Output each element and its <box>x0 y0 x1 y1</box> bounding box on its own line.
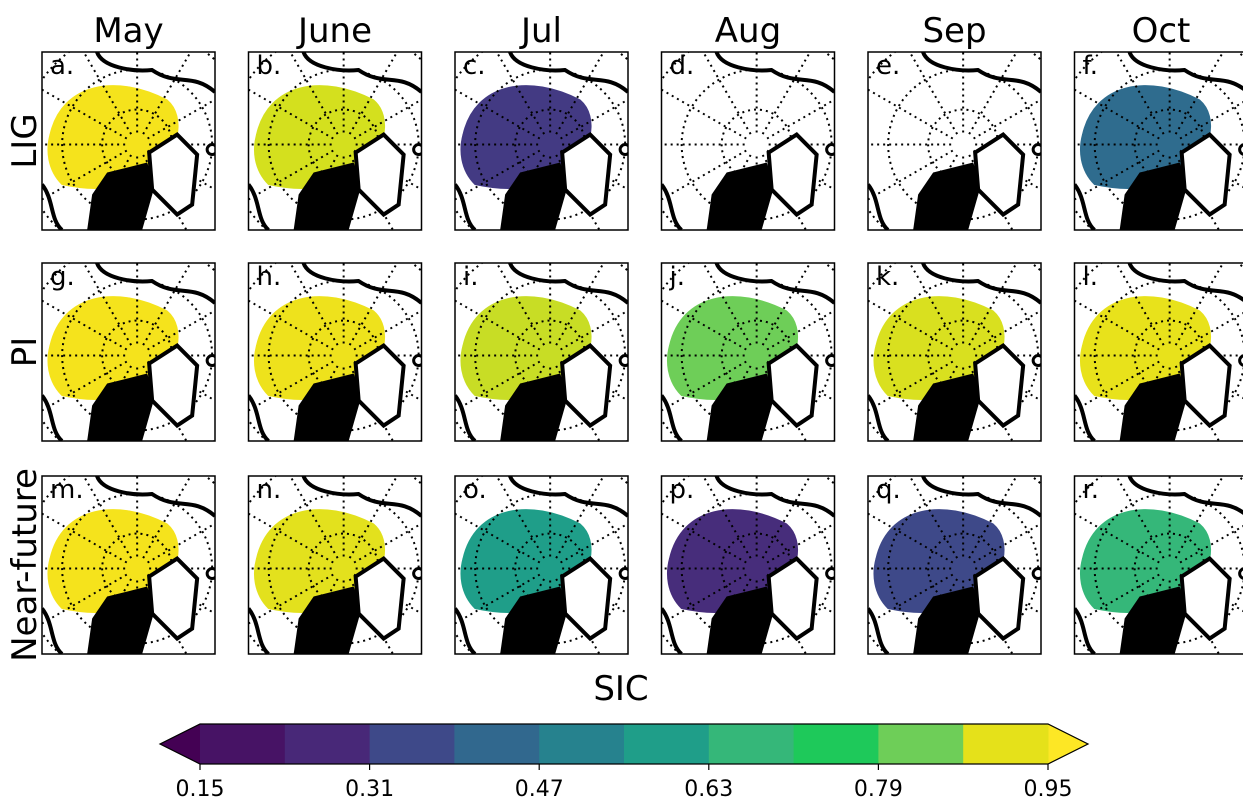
panel-letter: o. <box>463 475 487 505</box>
panel-letter: a. <box>50 51 74 81</box>
map-panel <box>1010 0 1243 305</box>
colorbar-over <box>1048 724 1088 764</box>
colorbar-swatch <box>794 724 879 764</box>
colorbar-tick-label: 0.31 <box>345 777 394 802</box>
panel-letter: i. <box>463 262 479 292</box>
column-header: Jul <box>519 11 562 51</box>
colorbar-swatch <box>963 724 1048 764</box>
row-label: LIG <box>5 113 45 168</box>
panel-letter: q. <box>876 475 901 505</box>
panel-letter: r. <box>1083 475 1100 505</box>
colorbar-swatch <box>285 724 370 764</box>
colorbar-swatch <box>878 724 963 764</box>
panel-letter: d. <box>670 51 695 81</box>
colorbar-swatch <box>709 724 794 764</box>
panel-letter: m. <box>50 475 84 505</box>
map-panel <box>1010 409 1243 729</box>
row-label: Near-future <box>5 468 45 662</box>
column-header: Sep <box>922 11 986 51</box>
panel-letter: l. <box>1083 262 1099 292</box>
column-header: Aug <box>715 11 781 51</box>
panel-letter: h. <box>257 262 282 292</box>
colorbar-tick-label: 0.63 <box>684 777 733 802</box>
colorbar-tick-label: 0.79 <box>854 777 903 802</box>
panel-letter: c. <box>463 51 486 81</box>
column-header: June <box>296 11 372 51</box>
colorbar-under <box>160 724 200 764</box>
land-island <box>1240 145 1243 155</box>
land-island <box>1240 356 1243 366</box>
panel-letter: b. <box>257 51 282 81</box>
row-label: PI <box>5 337 45 368</box>
panel-letter: g. <box>50 262 75 292</box>
panel-letter: n. <box>257 475 282 505</box>
colorbar-swatch <box>454 724 539 764</box>
colorbar-label: SIC <box>593 669 648 709</box>
colorbar-swatch <box>200 724 285 764</box>
panel-letter: e. <box>876 51 900 81</box>
panel-letter: j. <box>669 262 686 292</box>
column-header: May <box>93 11 163 51</box>
colorbar-swatch <box>539 724 624 764</box>
column-header: Oct <box>1132 11 1191 51</box>
colorbar-tick-label: 0.95 <box>1024 777 1073 802</box>
panel-letter: p. <box>670 475 695 505</box>
panel-letter: f. <box>1083 51 1099 81</box>
colorbar-tick-label: 0.47 <box>515 777 564 802</box>
colorbar-swatch <box>370 724 455 764</box>
colorbar-swatch <box>624 724 709 764</box>
colorbar-tick-label: 0.15 <box>176 777 225 802</box>
map-panel <box>1010 196 1243 516</box>
panel-letter: k. <box>876 262 899 292</box>
land-island <box>1240 569 1243 579</box>
